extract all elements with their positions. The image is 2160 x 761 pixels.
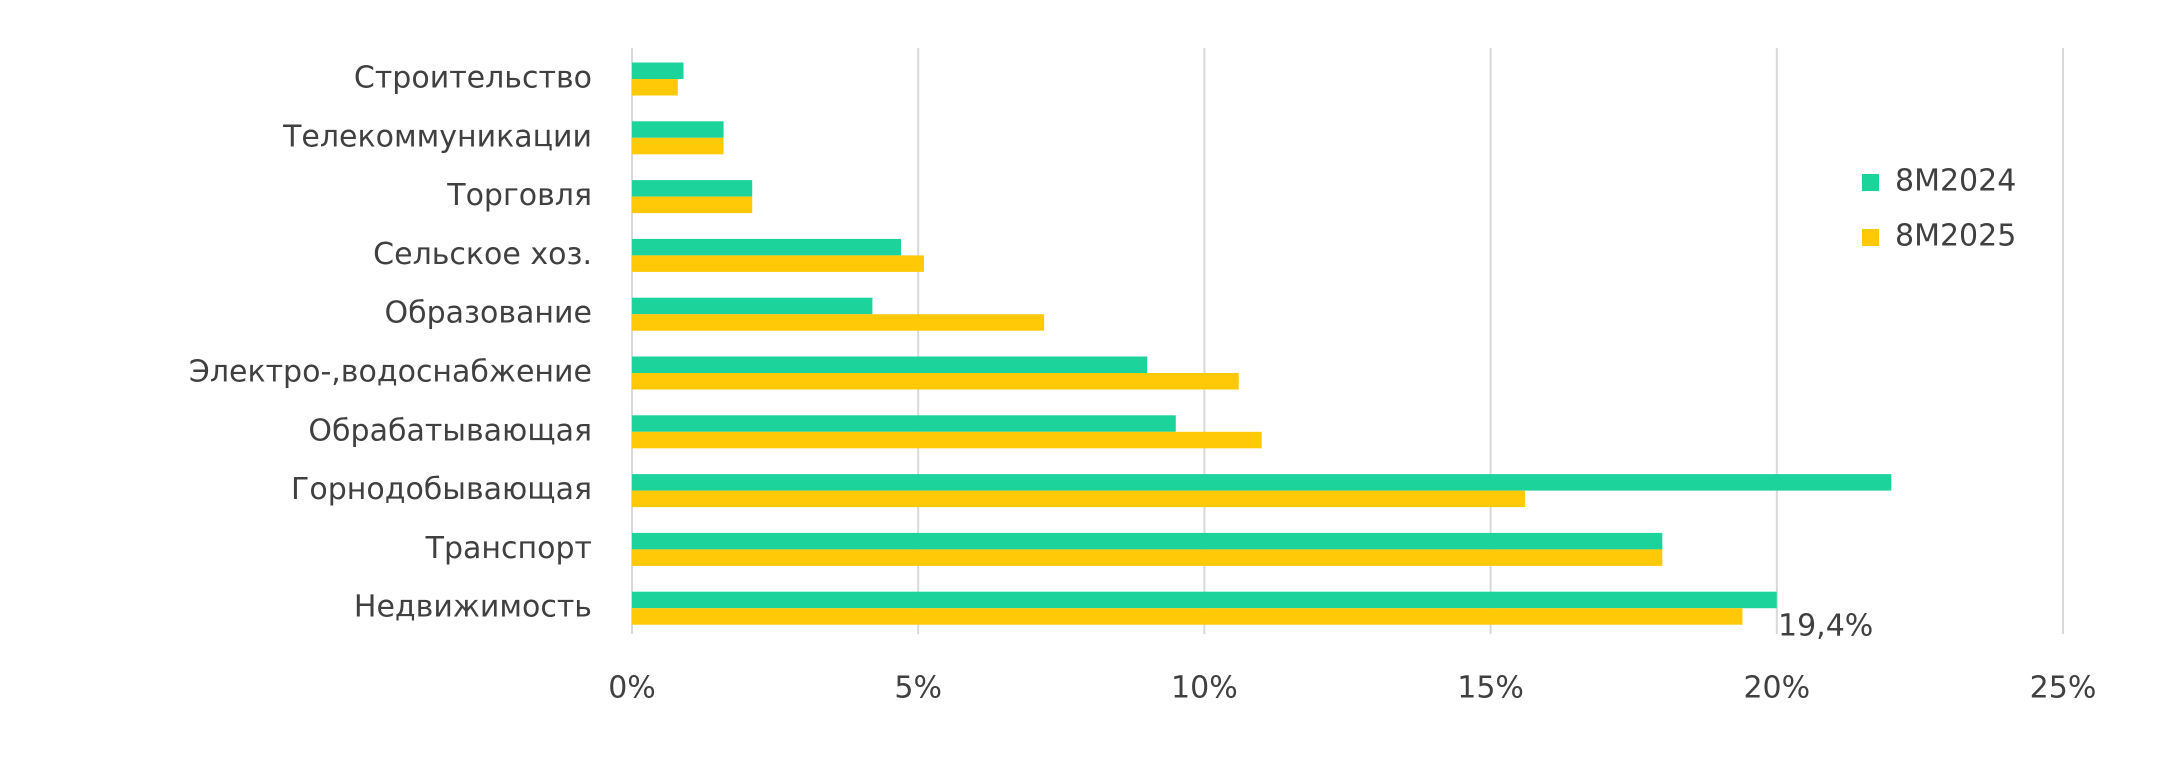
y-tick-label: Транспорт — [425, 531, 592, 566]
x-tick-label: 25% — [2030, 671, 2097, 706]
bar — [632, 62, 684, 79]
y-tick-label: Строительство — [354, 61, 592, 96]
y-tick-label: Телекоммуникации — [282, 119, 592, 154]
x-tick-label: 15% — [1457, 671, 1524, 706]
y-tick-label: Торговля — [446, 178, 592, 213]
bar — [632, 79, 678, 96]
y-tick-label: Образование — [385, 296, 592, 331]
bar — [632, 297, 873, 315]
x-tick-label: 5% — [894, 671, 942, 706]
legend-label: 8M2024 — [1895, 164, 2016, 199]
x-tick-label: 10% — [1171, 671, 1238, 706]
bar — [632, 591, 1777, 609]
bar — [632, 238, 902, 256]
bar — [632, 608, 1743, 625]
data-label: 19,4% — [1778, 609, 1873, 644]
x-tick-label: 0% — [608, 671, 656, 706]
legend-swatch — [1862, 229, 1879, 246]
bar — [632, 121, 724, 138]
bar — [632, 196, 753, 214]
legend-swatch — [1862, 174, 1879, 191]
bar — [632, 373, 1239, 390]
bar — [632, 137, 724, 155]
bar — [632, 490, 1525, 508]
y-tick-label: Электро-,водоснабжение — [189, 355, 592, 390]
y-tick-label: Обрабатывающая — [308, 413, 592, 448]
legend-label: 8M2025 — [1895, 219, 2016, 254]
bar — [632, 314, 1045, 331]
y-tick-label: Горнодобывающая — [291, 472, 592, 507]
x-tick-label: 20% — [1743, 671, 1810, 706]
bar — [632, 532, 1663, 550]
bar — [632, 180, 753, 197]
bar — [632, 415, 1176, 432]
bar — [632, 474, 1892, 491]
bar — [632, 356, 1148, 373]
bar — [632, 431, 1262, 449]
y-tick-label: Сельское хоз. — [373, 237, 592, 272]
bar — [632, 549, 1663, 566]
bar — [632, 255, 924, 272]
y-tick-label: Недвижимость — [354, 590, 592, 625]
